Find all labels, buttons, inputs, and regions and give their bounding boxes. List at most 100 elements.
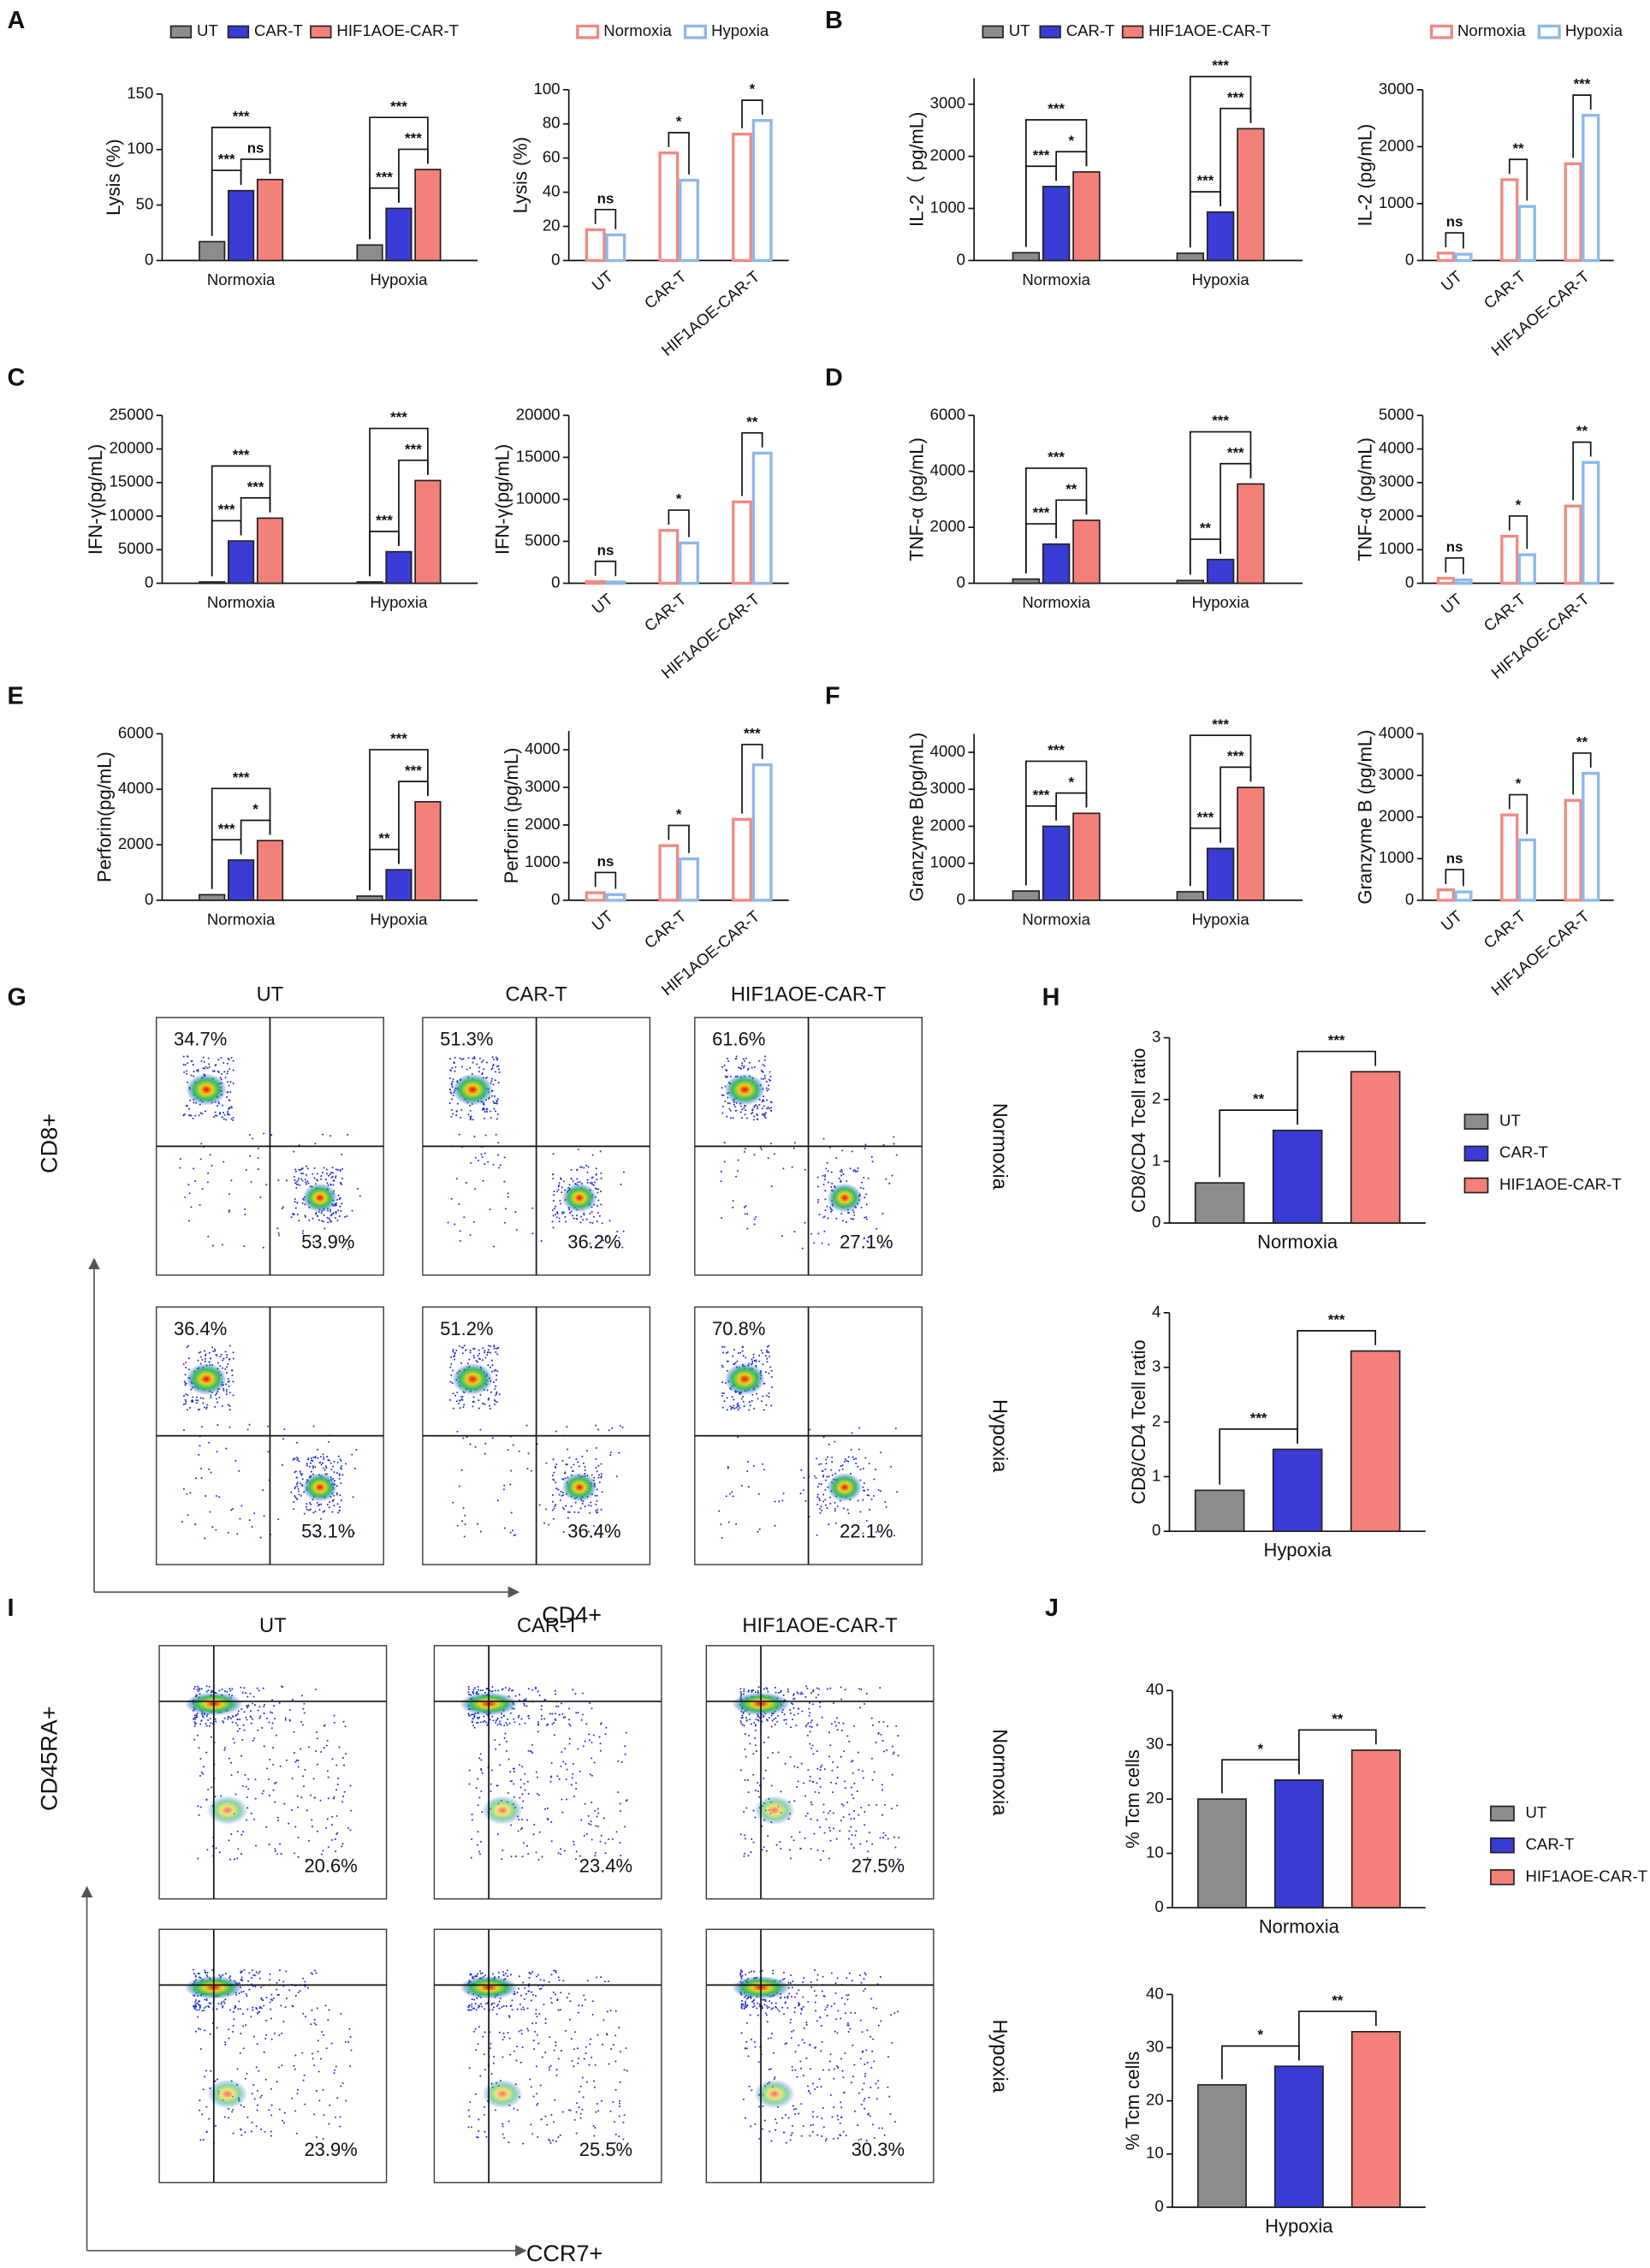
flow-event xyxy=(581,2108,584,2111)
flow-event xyxy=(277,1820,280,1822)
flow-event xyxy=(194,2030,197,2033)
flow-event xyxy=(205,1751,208,1754)
flow-event xyxy=(510,1511,513,1514)
flow-event xyxy=(335,1789,338,1791)
flow-event xyxy=(568,1184,571,1186)
flow-event xyxy=(207,1057,210,1060)
flow-event xyxy=(891,1773,893,1776)
flow-event xyxy=(858,1688,861,1690)
flow-event xyxy=(347,1827,349,1830)
flow-event xyxy=(619,1810,621,1813)
flow-event xyxy=(796,1992,798,1995)
x-tick-label: UT xyxy=(589,590,616,617)
flow-event xyxy=(720,1180,722,1183)
flow-event xyxy=(247,1704,250,1707)
flow-event xyxy=(207,1788,210,1790)
flow-event xyxy=(618,2135,620,2138)
flow-event xyxy=(860,1981,863,1984)
flow-event xyxy=(187,1062,189,1065)
flow-event xyxy=(616,1230,619,1233)
flow-event xyxy=(854,1834,857,1837)
flow-event xyxy=(809,1743,811,1745)
flow-event xyxy=(450,1197,453,1200)
flow-event xyxy=(730,1406,733,1409)
flow-event xyxy=(596,1808,599,1810)
flow-event xyxy=(192,1400,194,1403)
flow-event xyxy=(302,1977,305,1980)
flow-event xyxy=(182,1055,185,1058)
significance-label: * xyxy=(750,81,756,98)
flow-event xyxy=(757,1113,759,1116)
flow-event xyxy=(490,1391,492,1393)
significance-bracket xyxy=(668,509,690,537)
flow-event xyxy=(618,1452,620,1454)
flow-event xyxy=(827,1217,829,1220)
flow-event xyxy=(732,1117,734,1119)
flow-event xyxy=(526,2007,529,2010)
flow-event xyxy=(459,1230,461,1232)
bar xyxy=(1012,252,1041,262)
flow-event xyxy=(223,1690,226,1693)
flow-event xyxy=(800,1469,803,1471)
flow-event xyxy=(881,1789,884,1791)
flow-event xyxy=(282,1980,285,1983)
flow-event xyxy=(205,1494,207,1497)
flow-event xyxy=(744,1852,746,1855)
flow-event xyxy=(581,1455,584,1458)
flow-event xyxy=(540,1705,543,1707)
flow-event xyxy=(823,1230,826,1232)
flow-event xyxy=(537,2042,540,2045)
flow-event xyxy=(723,1064,726,1066)
row-label: Normoxia xyxy=(988,1729,1011,1816)
flow-event xyxy=(830,1208,833,1210)
flow-event xyxy=(202,2088,205,2091)
flow-event xyxy=(490,1783,492,1785)
flow-event xyxy=(478,1399,480,1402)
significance-bracket xyxy=(594,561,617,577)
flow-event xyxy=(473,2030,476,2033)
flow-event xyxy=(835,1217,838,1220)
y-axis-label: Perforin (pg/mL) xyxy=(501,748,522,884)
flow-event xyxy=(625,1731,627,1734)
flow-event xyxy=(190,1114,193,1117)
significance-bracket xyxy=(1508,158,1528,201)
y-tick-label: 20 xyxy=(1146,1789,1164,1807)
flow-event xyxy=(241,1784,244,1787)
flow-event xyxy=(622,2122,625,2124)
flow-event xyxy=(776,2008,779,2010)
flow-event xyxy=(763,1077,766,1079)
flow-event xyxy=(565,1778,567,1780)
flow-event xyxy=(819,1511,822,1514)
flow-event xyxy=(490,1769,493,1772)
flow-density xyxy=(302,1183,338,1213)
flow-event xyxy=(589,1221,591,1224)
flow-event xyxy=(773,1153,775,1155)
flow-event xyxy=(769,1079,772,1082)
flow-event xyxy=(221,1072,223,1075)
flow-event xyxy=(297,1179,300,1182)
flow-event xyxy=(882,1244,885,1247)
flow-event xyxy=(199,1203,201,1206)
bar xyxy=(605,893,626,902)
bar xyxy=(1500,813,1519,902)
flow-event xyxy=(850,1843,852,1845)
flow-event xyxy=(869,1508,871,1511)
flow-event xyxy=(201,1188,204,1190)
flow-event xyxy=(767,1835,769,1838)
flow-event xyxy=(492,1973,495,1975)
flow-event xyxy=(240,1853,242,1855)
flow-event xyxy=(829,1687,832,1689)
flow-event xyxy=(227,1378,229,1380)
flow-event xyxy=(269,1759,271,1761)
flow-event xyxy=(746,1779,749,1782)
flow-event xyxy=(208,1468,211,1470)
flow-event xyxy=(322,2088,324,2091)
flow-event xyxy=(842,1816,845,1819)
flow-event xyxy=(322,1133,324,1136)
flow-event xyxy=(533,2048,536,2051)
flow-event xyxy=(320,1220,323,1222)
column-header: CAR-T xyxy=(505,984,567,1006)
flow-event xyxy=(484,2031,486,2033)
flow-event xyxy=(792,1693,795,1695)
flow-event xyxy=(484,1117,486,1119)
